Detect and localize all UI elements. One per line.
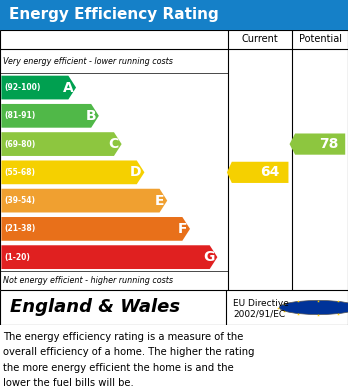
- Text: (81-91): (81-91): [4, 111, 35, 120]
- Text: G: G: [203, 250, 215, 264]
- Text: 2002/91/EC: 2002/91/EC: [233, 309, 285, 318]
- Text: (69-80): (69-80): [4, 140, 35, 149]
- Text: EU Directive: EU Directive: [233, 299, 289, 308]
- Text: (39-54): (39-54): [4, 196, 35, 205]
- Text: C: C: [109, 137, 119, 151]
- Polygon shape: [1, 76, 76, 99]
- Text: Very energy efficient - lower running costs: Very energy efficient - lower running co…: [3, 57, 173, 66]
- Text: (21-38): (21-38): [4, 224, 35, 233]
- Text: 64: 64: [260, 165, 279, 179]
- Text: B: B: [85, 109, 96, 123]
- Polygon shape: [227, 162, 288, 183]
- Text: E: E: [155, 194, 164, 208]
- Text: F: F: [178, 222, 187, 236]
- Text: Not energy efficient - higher running costs: Not energy efficient - higher running co…: [3, 276, 174, 285]
- Polygon shape: [1, 160, 144, 184]
- Polygon shape: [1, 132, 122, 156]
- Text: overall efficiency of a home. The higher the rating: overall efficiency of a home. The higher…: [3, 348, 255, 357]
- Text: (1-20): (1-20): [4, 253, 30, 262]
- Text: England & Wales: England & Wales: [10, 298, 181, 316]
- Text: D: D: [130, 165, 142, 179]
- Polygon shape: [290, 133, 345, 155]
- Text: 78: 78: [319, 137, 338, 151]
- Text: Potential: Potential: [299, 34, 342, 44]
- Polygon shape: [1, 189, 167, 212]
- Polygon shape: [1, 104, 99, 128]
- Text: The energy efficiency rating is a measure of the: The energy efficiency rating is a measur…: [3, 332, 244, 342]
- Polygon shape: [1, 245, 218, 269]
- Ellipse shape: [279, 300, 348, 315]
- Text: Energy Efficiency Rating: Energy Efficiency Rating: [9, 7, 219, 23]
- Text: (92-100): (92-100): [4, 83, 41, 92]
- Text: the more energy efficient the home is and the: the more energy efficient the home is an…: [3, 363, 234, 373]
- Text: (55-68): (55-68): [4, 168, 35, 177]
- Text: A: A: [63, 81, 73, 95]
- Text: lower the fuel bills will be.: lower the fuel bills will be.: [3, 378, 134, 388]
- Text: Current: Current: [242, 34, 278, 44]
- Polygon shape: [1, 217, 190, 241]
